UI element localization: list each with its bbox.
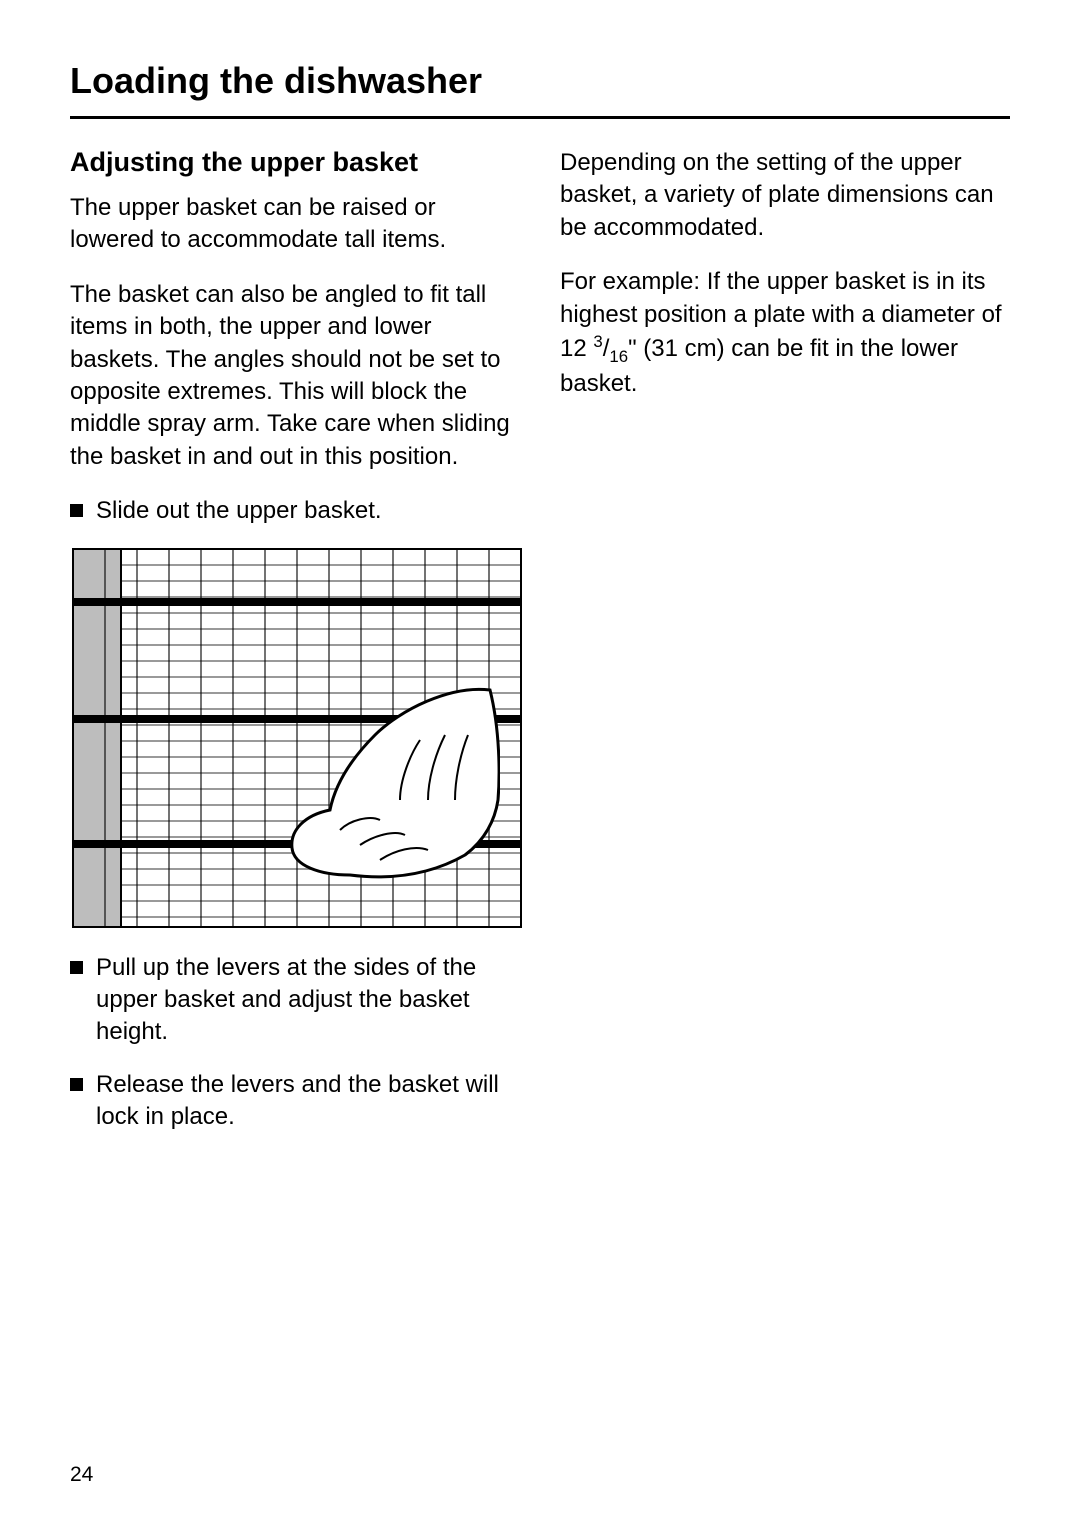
manual-page: Loading the dishwasher Adjusting the upp… — [0, 0, 1080, 1529]
instruction-list-2: Pull up the levers at the sides of the u… — [70, 952, 520, 1134]
figure-rail — [74, 598, 520, 606]
left-column: Adjusting the upper basket The upper bas… — [70, 147, 520, 1153]
intro-paragraph-2: The basket can also be angled to fit tal… — [70, 279, 520, 473]
right-paragraph-2: For example: If the upper basket is in i… — [560, 266, 1010, 401]
right-p2-part-b: " (31 cm) can be fit in the lower basket… — [560, 335, 958, 397]
fraction-denominator: 16 — [609, 347, 628, 366]
right-column: Depending on the setting of the upper ba… — [560, 147, 1010, 1153]
title-rule — [70, 116, 1010, 119]
hand-icon — [280, 680, 500, 890]
basket-adjust-figure — [72, 548, 522, 928]
content-columns: Adjusting the upper basket The upper bas… — [70, 147, 1010, 1153]
instruction-step-3: Release the levers and the basket will l… — [70, 1069, 520, 1134]
page-number: 24 — [70, 1463, 93, 1487]
instruction-list-1: Slide out the upper basket. — [70, 495, 520, 527]
fraction-numerator: 3 — [593, 332, 602, 351]
section-heading: Adjusting the upper basket — [70, 147, 520, 178]
instruction-step-2: Pull up the levers at the sides of the u… — [70, 952, 520, 1049]
right-paragraph-1: Depending on the setting of the upper ba… — [560, 147, 1010, 244]
page-title: Loading the dishwasher — [70, 60, 1010, 102]
intro-paragraph-1: The upper basket can be raised or lowere… — [70, 192, 520, 257]
instruction-step-1: Slide out the upper basket. — [70, 495, 520, 527]
